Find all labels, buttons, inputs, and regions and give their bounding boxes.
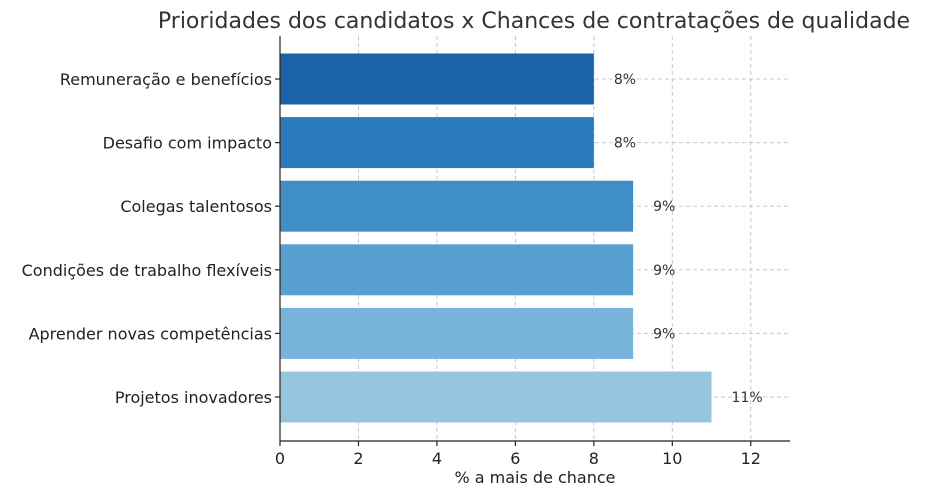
category-label: Remuneração e benefícios	[60, 70, 272, 89]
category-labels: Remuneração e benefícios Desafio com impa…	[22, 70, 280, 407]
x-tick-label: 8	[589, 449, 599, 468]
x-axis-label: % a mais de chance	[454, 468, 615, 487]
category-label: Aprender novas competências	[29, 324, 272, 343]
bar-value-label: 9%	[653, 326, 675, 342]
bar-value-label: 8%	[614, 72, 636, 88]
bar	[280, 371, 712, 423]
x-tick-label: 10	[662, 449, 682, 468]
bars	[280, 53, 712, 423]
bar	[280, 180, 634, 232]
bar	[280, 117, 594, 169]
x-tick-labels: 0 2 4 6 8 10 12	[275, 441, 761, 468]
bar	[280, 244, 634, 296]
category-label: Colegas talentosos	[120, 197, 272, 216]
bar-value-label: 9%	[653, 263, 675, 279]
category-label: Projetos inovadores	[115, 388, 272, 407]
bar	[280, 53, 594, 105]
bar-value-label: 11%	[732, 390, 763, 406]
bar	[280, 307, 634, 359]
category-label: Condições de trabalho flexíveis	[22, 261, 272, 280]
bar-value-label: 9%	[653, 199, 675, 215]
x-tick-label: 6	[510, 449, 520, 468]
x-tick-label: 4	[432, 449, 442, 468]
bar-value-label: 8%	[614, 136, 636, 152]
category-label: Desafio com impacto	[103, 134, 272, 153]
chart-title: Prioridades dos candidatos x Chances de …	[158, 9, 910, 34]
x-tick-label: 2	[353, 449, 363, 468]
x-tick-label: 0	[275, 449, 285, 468]
data-labels: 8% 8% 9% 9% 9% 11%	[614, 72, 763, 406]
x-tick-label: 12	[741, 449, 761, 468]
